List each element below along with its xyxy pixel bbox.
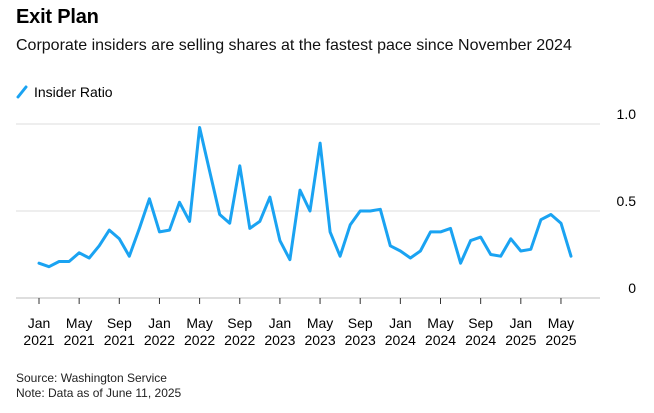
x-tick-label-year: 2021	[23, 332, 54, 348]
source-note: Source: Washington Service	[16, 371, 167, 385]
data-point	[268, 196, 271, 199]
chart-subtitle: Corporate insiders are selling shares at…	[16, 37, 572, 54]
x-tick-label-month: Sep	[468, 315, 493, 331]
data-point	[88, 257, 91, 260]
data-point	[349, 223, 352, 226]
x-tick-label-year: 2024	[385, 332, 416, 348]
data-point	[449, 227, 452, 230]
data-point	[369, 210, 372, 213]
data-point	[479, 236, 482, 239]
data-point	[389, 244, 392, 247]
data-point	[409, 257, 412, 260]
data-point	[38, 262, 41, 265]
data-point	[218, 213, 221, 216]
data-point	[539, 218, 542, 221]
data-point	[238, 164, 241, 167]
data-point	[299, 189, 302, 192]
data-point	[118, 237, 121, 240]
data-point	[469, 239, 472, 242]
x-tick-label-year: 2023	[345, 332, 376, 348]
data-point	[519, 250, 522, 253]
data-point	[248, 227, 251, 230]
x-tick-label-month: May	[427, 315, 453, 331]
x-tick-label-month: Jan	[510, 315, 533, 331]
x-tick-label-year: 2022	[184, 332, 215, 348]
y-tick-label: 0	[628, 280, 636, 296]
chart-footer: Source: Washington Service Note: Data as…	[16, 371, 181, 401]
data-point	[359, 210, 362, 213]
x-tick-label-month: Sep	[107, 315, 132, 331]
series-line-insider-ratio	[37, 126, 573, 269]
x-tick-label-month: May	[66, 315, 92, 331]
data-point	[208, 170, 211, 173]
data-point	[148, 197, 151, 200]
data-point	[319, 142, 322, 145]
legend-label: Insider Ratio	[34, 84, 113, 100]
x-tick-label-year: 2024	[465, 332, 496, 348]
data-point	[108, 229, 111, 232]
legend: Insider Ratio	[16, 84, 113, 100]
data-point	[509, 237, 512, 240]
data-point	[168, 229, 171, 232]
data-point	[329, 230, 332, 233]
x-tick-label-month: May	[548, 315, 574, 331]
x-tick-label-month: Jan	[389, 315, 412, 331]
data-point	[549, 213, 552, 216]
data-point	[58, 260, 61, 263]
x-tick-label-month: Jan	[148, 315, 171, 331]
x-tick-label-month: Sep	[227, 315, 252, 331]
data-point	[339, 255, 342, 258]
data-note: Note: Data as of June 11, 2025	[16, 386, 182, 400]
x-tick-label-month: Jan	[28, 315, 51, 331]
data-point	[459, 262, 462, 265]
data-point	[429, 230, 432, 233]
x-tick-label-year: 2025	[505, 332, 536, 348]
x-tick-label-year: 2022	[224, 332, 255, 348]
data-point	[228, 222, 231, 225]
data-point	[78, 251, 81, 254]
data-point	[419, 250, 422, 253]
x-tick-label-month: Sep	[348, 315, 373, 331]
data-point	[570, 255, 573, 258]
data-point	[128, 255, 131, 258]
y-tick-label: 1.0	[617, 106, 637, 122]
data-point	[489, 253, 492, 256]
data-point	[439, 230, 442, 233]
data-point	[529, 248, 532, 251]
x-tick-label-year: 2025	[545, 332, 576, 348]
x-tick-label-month: May	[186, 315, 212, 331]
x-tick-label-year: 2021	[64, 332, 95, 348]
x-tick-label-month: Jan	[269, 315, 292, 331]
data-point	[198, 126, 201, 129]
data-point	[158, 230, 161, 233]
x-tick-label-year: 2023	[304, 332, 335, 348]
data-point	[48, 265, 51, 268]
data-point	[278, 239, 281, 242]
x-tick-label-year: 2023	[264, 332, 295, 348]
legend-line-icon	[16, 85, 28, 99]
data-point	[68, 260, 71, 263]
x-tick-label-month: May	[307, 315, 333, 331]
data-point	[138, 227, 141, 230]
data-point	[98, 244, 101, 247]
data-point	[288, 258, 291, 261]
data-point	[188, 220, 191, 223]
chart-title: Exit Plan	[16, 6, 99, 28]
data-point	[499, 255, 502, 258]
data-point	[560, 222, 563, 225]
data-point	[399, 250, 402, 253]
x-tick-label-year: 2022	[144, 332, 175, 348]
data-point	[379, 208, 382, 211]
x-tick-label-year: 2021	[104, 332, 135, 348]
data-point	[309, 210, 312, 213]
data-point	[178, 201, 181, 204]
y-tick-label: 0.5	[617, 193, 637, 209]
data-point	[258, 220, 261, 223]
x-tick-label-year: 2024	[425, 332, 456, 348]
